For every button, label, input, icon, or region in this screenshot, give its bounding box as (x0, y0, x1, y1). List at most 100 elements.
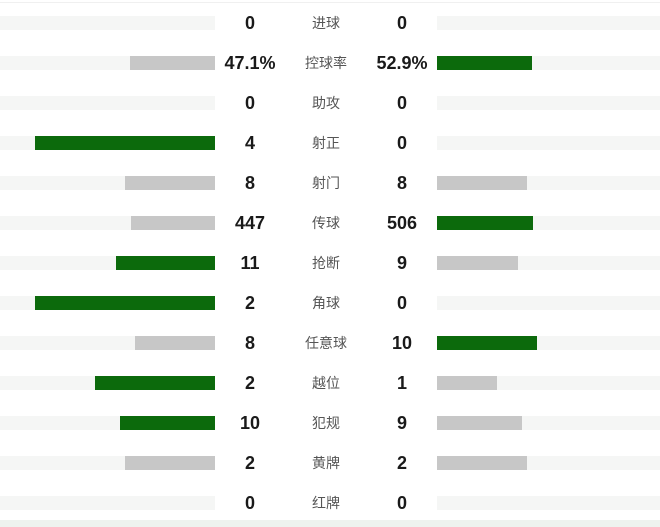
stat-center-column: 0 助攻 0 (215, 93, 437, 114)
right-stat-value: 0 (396, 492, 407, 513)
left-stat-value: 2 (244, 292, 255, 313)
right-stat-bar-track (437, 376, 660, 390)
left-stat-bar-fill (130, 216, 215, 230)
stat-row: 8 射门 8 (0, 163, 660, 203)
right-stat-bar-track (437, 16, 660, 30)
left-stat-value: 0 (244, 492, 255, 513)
right-stat-bar-fill (437, 416, 523, 430)
left-stat-value: 2 (244, 452, 255, 473)
stat-label: 传球 (312, 215, 340, 231)
section-divider-strip (0, 520, 660, 527)
left-stat-bar-track (0, 216, 215, 230)
stat-row: 2 黄牌 2 (0, 443, 660, 483)
left-stat-value: 11 (240, 252, 260, 273)
stat-label: 角球 (312, 295, 340, 311)
left-stat-value: 2 (244, 372, 255, 393)
left-stat-value: 4 (244, 132, 255, 153)
stat-center-column: 2 黄牌 2 (215, 453, 437, 474)
right-stat-value: 8 (396, 172, 407, 193)
left-stat-bar-fill (95, 376, 215, 390)
right-stat-bar-track (437, 96, 660, 110)
left-stat-bar-fill (35, 136, 215, 150)
right-stat-value: 52.9% (376, 52, 428, 73)
stat-row: 47.1% 控球率 52.9% (0, 43, 660, 83)
right-stat-bar-track (437, 216, 660, 230)
right-stat-bar-fill (437, 456, 527, 470)
right-stat-value: 2 (396, 452, 407, 473)
left-stat-bar-fill (35, 296, 215, 310)
right-stat-value: 0 (396, 92, 407, 113)
stat-label: 射正 (312, 135, 340, 151)
left-stat-value: 10 (239, 412, 261, 433)
stat-label: 黄牌 (312, 455, 340, 471)
left-stat-value: 8 (244, 332, 255, 353)
right-stat-value: 0 (396, 12, 407, 33)
left-stat-bar-track (0, 176, 215, 190)
right-stat-value: 9 (396, 412, 407, 433)
stat-label: 助攻 (312, 95, 340, 111)
left-stat-value: 0 (244, 12, 255, 33)
stat-center-column: 2 角球 0 (215, 293, 437, 314)
stat-label: 进球 (312, 15, 340, 31)
right-stat-value: 10 (391, 332, 413, 353)
stat-row: 2 越位 1 (0, 363, 660, 403)
right-stat-bar-track (437, 136, 660, 150)
right-stat-bar-track (437, 456, 660, 470)
left-stat-bar-fill (125, 456, 215, 470)
right-stat-bar-track (437, 296, 660, 310)
stat-center-column: 8 任意球 10 (215, 333, 437, 354)
stat-label: 抢断 (312, 255, 340, 271)
stat-label: 任意球 (305, 335, 347, 351)
left-stat-bar-track (0, 96, 215, 110)
left-stat-value: 0 (244, 92, 255, 113)
stat-center-column: 47.1% 控球率 52.9% (215, 53, 437, 74)
left-stat-bar-track (0, 136, 215, 150)
left-stat-bar-track (0, 496, 215, 510)
stat-center-column: 0 进球 0 (215, 13, 437, 34)
stat-label: 犯规 (312, 415, 340, 431)
right-stat-bar-fill (437, 176, 527, 190)
right-stat-bar-track (437, 176, 660, 190)
right-stat-bar-fill (437, 376, 497, 390)
stat-label: 红牌 (312, 495, 340, 511)
left-stat-bar-track (0, 56, 215, 70)
stat-center-column: 0 红牌 0 (215, 493, 437, 514)
left-stat-bar-track (0, 256, 215, 270)
right-stat-bar-fill (437, 56, 533, 70)
left-stat-bar-fill (116, 256, 215, 270)
stat-row: 0 进球 0 (0, 3, 660, 43)
stat-row: 0 助攻 0 (0, 83, 660, 123)
left-stat-bar-track (0, 16, 215, 30)
right-stat-value: 506 (386, 212, 418, 233)
stat-center-column: 447 传球 506 (215, 213, 437, 234)
right-stat-value: 0 (396, 132, 407, 153)
left-stat-value: 447 (234, 212, 266, 233)
stat-center-column: 11 抢断 9 (215, 253, 437, 274)
stat-row: 11 抢断 9 (0, 243, 660, 283)
stat-row: 10 犯规 9 (0, 403, 660, 443)
left-stat-bar-track (0, 296, 215, 310)
right-stat-bar-fill (437, 336, 537, 350)
left-stat-bar-fill (125, 176, 215, 190)
left-stat-bar-track (0, 416, 215, 430)
stat-center-column: 4 射正 0 (215, 133, 437, 154)
stat-center-column: 10 犯规 9 (215, 413, 437, 434)
right-stat-bar-fill (437, 216, 533, 230)
stat-row: 0 红牌 0 (0, 483, 660, 523)
right-stat-bar-track (437, 56, 660, 70)
left-stat-bar-track (0, 456, 215, 470)
stat-center-column: 2 越位 1 (215, 373, 437, 394)
right-stat-bar-fill (437, 256, 518, 270)
right-stat-value: 9 (396, 252, 407, 273)
right-stat-bar-track (437, 256, 660, 270)
left-stat-bar-fill (135, 336, 215, 350)
stat-center-column: 8 射门 8 (215, 173, 437, 194)
right-stat-value: 0 (396, 292, 407, 313)
top-hairline (0, 2, 660, 3)
stat-label: 越位 (312, 375, 340, 391)
right-stat-bar-track (437, 416, 660, 430)
stat-row: 447 传球 506 (0, 203, 660, 243)
right-stat-bar-track (437, 496, 660, 510)
stat-row: 8 任意球 10 (0, 323, 660, 363)
